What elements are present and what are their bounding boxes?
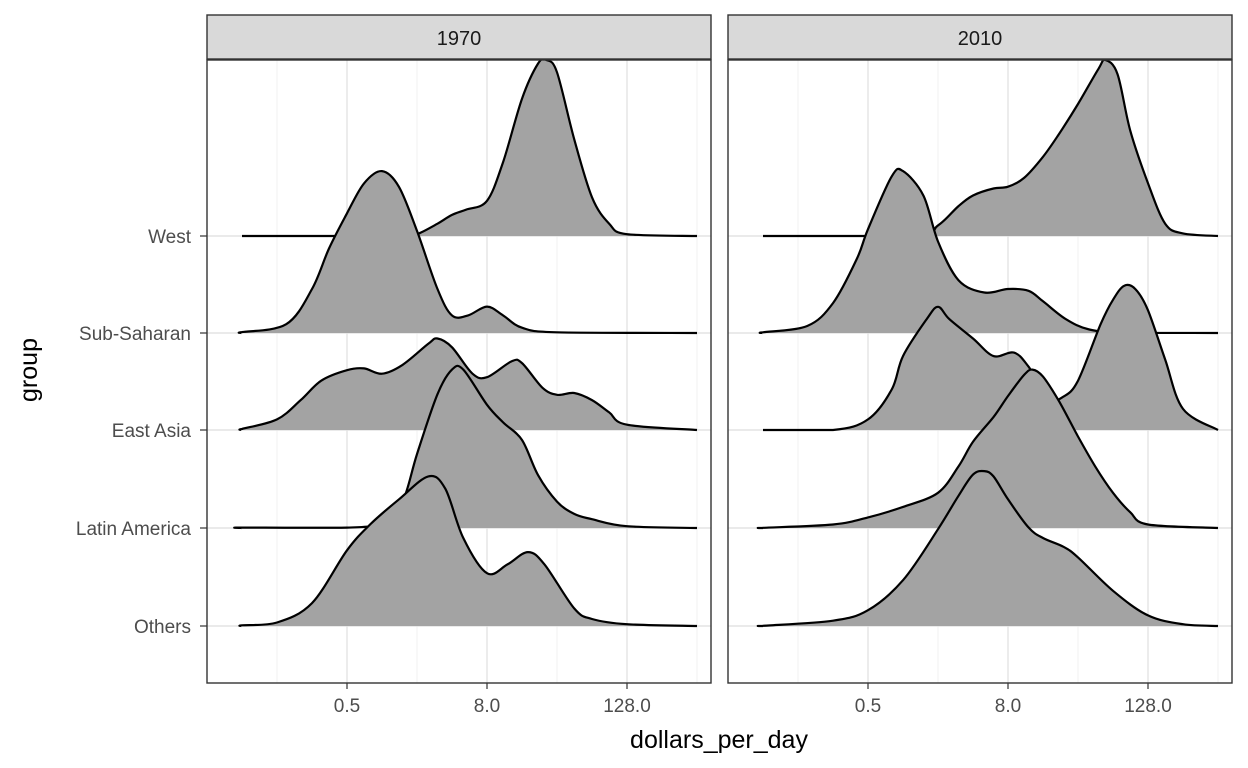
x-tick-label: 0.5 [334,696,360,717]
facet-panel-2010: 2010 0.5 8.0 128.0 [727,14,1233,717]
ridge-area [763,59,1218,236]
y-tick-label: Latin America [76,519,192,540]
y-axis-title: group [15,338,43,402]
facet-strip [727,14,1233,60]
ridge-outline [763,58,1219,238]
ridge-others [756,469,1219,628]
ridge-outline [238,337,698,432]
y-tick-label: Sub-Saharan [79,324,191,345]
x-axis-title: dollars_per_day [630,726,808,754]
x-tick-label: 128.0 [603,696,651,717]
ridge-outline [763,283,1219,432]
x-tick-label: 8.0 [995,696,1021,717]
x-tick-label: 128.0 [1124,696,1172,717]
panels-layer: 1970 0.5 8.0 128.0 2010 0.5 8.0 128.0 [206,14,1233,717]
facet-strip [206,14,712,60]
panel-border [206,59,712,684]
facet-strip-label: 1970 [437,28,482,50]
ridge-area [759,168,1218,333]
y-tick-label: West [148,227,192,248]
ridge-area [763,284,1218,430]
y-axis-labels: West Sub-Saharan East Asia Latin America Oth… [76,227,207,638]
ridge-area [757,470,1218,626]
ridge-others [238,474,698,628]
ridge-east-asia [763,283,1219,432]
ridge-area [757,369,1218,528]
ridge-area [239,475,697,626]
x-tick-label: 0.5 [855,696,881,717]
ridge-sub-saharan [758,167,1219,335]
ridge-outline [756,368,1219,530]
ridge-latin-america [756,368,1219,530]
y-tick-label: East Asia [112,421,192,442]
ridge-outline [238,474,698,628]
facet-strip-label: 2010 [958,28,1003,50]
y-tick-label: Others [134,617,191,638]
x-tick-label: 8.0 [474,696,500,717]
facet-panel-1970: 1970 0.5 8.0 128.0 [206,14,712,717]
panel-border [727,59,1233,684]
ridge-west [763,58,1219,238]
ridge-outline [758,167,1219,335]
ridge-area [234,365,697,528]
ridge-area [238,171,697,333]
ridge-outline [756,469,1219,628]
ridge-area [242,58,697,236]
ridge-outline [237,169,698,335]
ridge-sub-saharan [237,169,698,335]
